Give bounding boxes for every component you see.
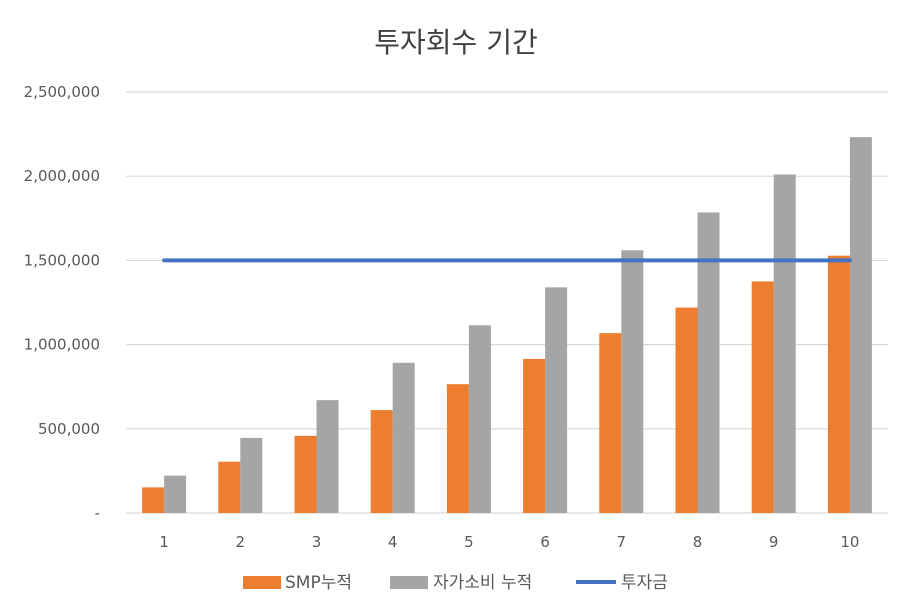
x-tick-label: 9: [769, 533, 779, 551]
bar-smp-8: [675, 307, 698, 513]
bar-smp-5: [446, 384, 469, 513]
x-tick-label: 7: [617, 533, 627, 551]
bars: [142, 137, 872, 514]
bar-smp-6: [523, 358, 546, 513]
legend-label-investment: 투자금: [621, 573, 668, 593]
bar-self-consumption-7: [621, 250, 644, 513]
x-axis-ticks: 1 2 3 4 5 6 7 8 9 10: [159, 533, 859, 551]
x-tick-label: 5: [464, 533, 474, 551]
chart-title: 투자회수 기간: [374, 26, 537, 59]
legend-label-self-consumption: 자가소비 누적: [433, 573, 532, 593]
bar-smp-3: [294, 435, 317, 513]
legend-swatch-self-consumption: [390, 576, 428, 589]
x-tick-label: 6: [540, 533, 550, 551]
y-tick-label: 1,000,000: [24, 336, 100, 354]
y-tick-label: 2,500,000: [24, 83, 100, 101]
bar-smp-9: [751, 281, 774, 513]
bar-smp-10: [827, 255, 850, 513]
x-tick-label: 1: [159, 533, 169, 551]
bar-self-consumption-4: [392, 362, 415, 513]
y-tick-label: -: [95, 504, 100, 522]
bar-smp-2: [218, 461, 241, 513]
bar-self-consumption-8: [697, 212, 720, 513]
y-axis-ticks: - 500,000 1,000,000 1,500,000 2,000,000 2,500…: [24, 83, 100, 522]
bar-smp-4: [370, 410, 393, 513]
bar-self-consumption-9: [773, 174, 796, 514]
bar-self-consumption-2: [240, 437, 263, 513]
x-tick-label: 4: [388, 533, 398, 551]
legend-swatch-smp: [243, 576, 281, 589]
bar-self-consumption-1: [164, 475, 187, 513]
bar-self-consumption-6: [545, 287, 568, 513]
x-tick-label: 2: [236, 533, 246, 551]
legend-label-smp: SMP누적: [285, 573, 352, 593]
y-tick-label: 2,000,000: [24, 167, 100, 185]
y-tick-label: 1,500,000: [24, 251, 100, 269]
x-tick-label: 8: [693, 533, 703, 551]
bar-self-consumption-5: [468, 325, 491, 513]
bar-self-consumption-3: [316, 400, 339, 513]
legend: SMP누적 자가소비 누적 투자금: [243, 573, 668, 593]
x-tick-label: 3: [312, 533, 322, 551]
bar-self-consumption-10: [849, 137, 872, 513]
bar-smp-7: [599, 333, 622, 513]
y-tick-label: 500,000: [38, 420, 100, 438]
bar-smp-1: [142, 487, 165, 513]
x-tick-label: 10: [840, 533, 859, 551]
